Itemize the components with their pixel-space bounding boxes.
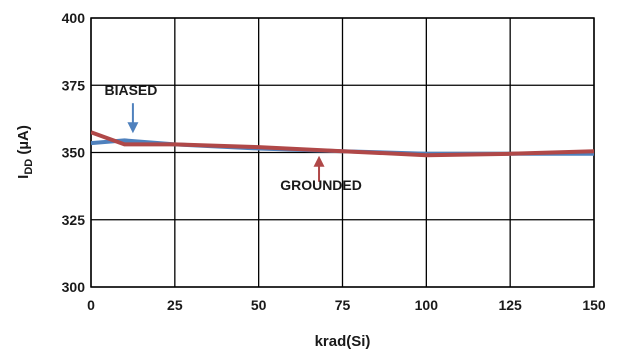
x-axis-title: krad(Si) — [315, 333, 371, 350]
x-tick-label: 50 — [251, 297, 267, 313]
y-tick-label: 300 — [62, 279, 86, 295]
annotation-layer: BIASED GROUNDED — [104, 82, 361, 193]
x-tick-label: 75 — [335, 297, 351, 313]
x-tick-label: 100 — [415, 297, 439, 313]
y-tick-label: 325 — [62, 212, 86, 228]
y-axis-title: IDD (µA) — [15, 125, 35, 179]
annotation-arrowhead-biased — [127, 122, 139, 134]
y-axis-title-unit: (µA) — [15, 125, 32, 159]
x-tick-label: 0 — [87, 297, 95, 313]
y-tick-label: 350 — [62, 145, 86, 161]
x-tick-labels: 0 25 50 75 100 125 150 — [87, 297, 606, 313]
annotation-label-biased: BIASED — [104, 82, 157, 98]
y-tick-labels: 300 325 350 375 400 — [62, 10, 86, 295]
x-tick-label: 25 — [167, 297, 183, 313]
series-layer — [91, 130, 594, 158]
y-axis-title-main: I — [15, 175, 32, 179]
y-tick-label: 400 — [62, 10, 86, 26]
annotation-label-grounded: GROUNDED — [280, 177, 362, 193]
y-axis-title-subscript: DD — [23, 159, 35, 175]
series-line-grounded — [91, 130, 594, 158]
annotation-arrowhead-grounded — [313, 155, 325, 167]
x-tick-label: 150 — [582, 297, 606, 313]
y-tick-label: 375 — [62, 77, 86, 93]
x-tick-label: 125 — [498, 297, 522, 313]
